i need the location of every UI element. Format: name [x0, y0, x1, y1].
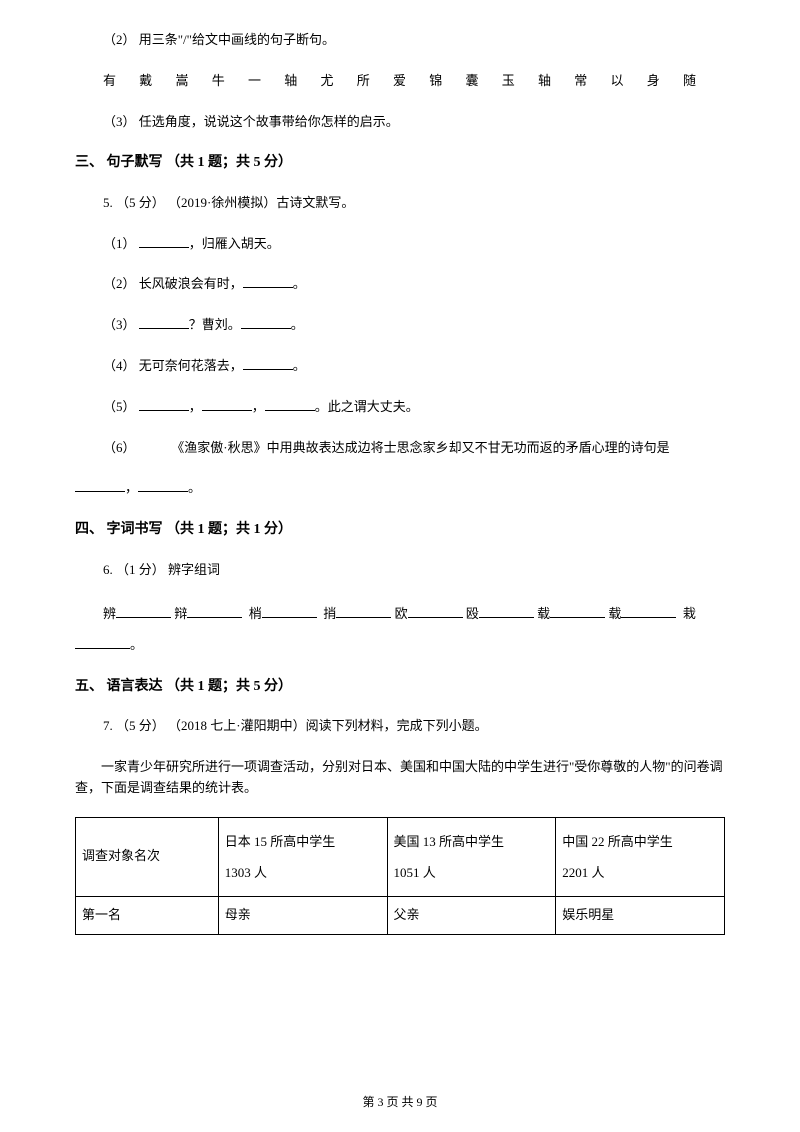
cell-usa: 美国 13 所高中学生 1051 人: [387, 817, 556, 896]
char-7: 载: [537, 606, 550, 621]
cell-value: 母亲: [218, 896, 387, 934]
q5-6-mid: ，: [125, 480, 138, 495]
cell-text: 美国 13 所高中学生: [394, 834, 505, 849]
char-row: 辨 辩 梢 捎 欧 殴 载 载 栽: [75, 600, 725, 629]
char-2: 辩: [174, 606, 187, 621]
char-4: 捎: [323, 606, 336, 621]
cell-text: 2201 人: [562, 865, 604, 880]
blank[interactable]: [241, 315, 291, 329]
blank[interactable]: [116, 604, 171, 618]
section3-title: 三、 句子默写 （共 1 题；共 5 分）: [75, 152, 725, 174]
q5-6-suffix: 。: [188, 480, 201, 495]
q5-2: （2） 长风破浪会有时， 。: [75, 274, 725, 295]
q5-6-cont: ，。: [75, 478, 725, 499]
char-8: 载: [608, 606, 621, 621]
q5-4-suffix: 。: [293, 358, 306, 373]
q5-3: （3） ？曹刘。 。: [75, 315, 725, 336]
blank[interactable]: [408, 604, 463, 618]
cell-value: 父亲: [387, 896, 556, 934]
q5-5-mid1: ，: [189, 399, 202, 414]
blank[interactable]: [243, 356, 293, 370]
char-suffix: 。: [130, 637, 143, 652]
q5-2-prefix: （2） 长风破浪会有时，: [103, 276, 243, 291]
q5-4: （4） 无可奈何花落去， 。: [75, 356, 725, 377]
q5-6-body: 《渔家傲·秋思》中用典故表达成边将士思念家乡却又不甘无功而返的矛盾心理的诗句是: [171, 440, 669, 455]
q5-5-mid2: ，: [252, 399, 265, 414]
q3-label: （3） 任选角度，说说这个故事带给你怎样的启示。: [75, 112, 725, 133]
q5-6: （6） 《渔家傲·秋思》中用典故表达成边将士思念家乡却又不甘无功而返的矛盾心理的…: [75, 438, 725, 459]
blank[interactable]: [243, 274, 293, 288]
cell-value: 娱乐明星: [556, 896, 725, 934]
char-9: 栽: [683, 606, 696, 621]
q5-3-prefix: （3）: [103, 317, 139, 332]
section5-paragraph: 一家青少年研究所进行一项调查活动，分别对日本、美国和中国大陆的中学生进行"受你尊…: [75, 757, 725, 799]
cell-header: 调查对象名次: [76, 817, 219, 896]
char-5: 欧: [395, 606, 408, 621]
q5-2-suffix: 。: [293, 276, 306, 291]
char-row-cont: 。: [75, 635, 725, 656]
q5-1-prefix: （1）: [103, 236, 139, 251]
q5-1-suffix: ，归雁入胡天。: [189, 236, 280, 251]
char-1: 辨: [103, 606, 116, 621]
table-row: 调查对象名次 日本 15 所高中学生 1303 人 美国 13 所高中学生 1051…: [76, 817, 725, 896]
page-footer: 第 3 页 共 9 页: [0, 1093, 800, 1112]
blank[interactable]: [202, 397, 252, 411]
blank[interactable]: [479, 604, 534, 618]
cell-rank: 第一名: [76, 896, 219, 934]
blank[interactable]: [621, 604, 676, 618]
blank[interactable]: [75, 635, 130, 649]
section5-lead: 7. （5 分） （2018 七上·灌阳期中）阅读下列材料，完成下列小题。: [75, 716, 725, 737]
table-row: 第一名 母亲 父亲 娱乐明星: [76, 896, 725, 934]
cell-text: 中国 22 所高中学生: [562, 834, 673, 849]
char-3: 梢: [249, 606, 262, 621]
blank[interactable]: [75, 478, 125, 492]
char-6: 殴: [466, 606, 479, 621]
section4-title: 四、 字词书写 （共 1 题；共 1 分）: [75, 519, 725, 541]
q5-5: （5） ， ， 。此之谓大丈夫。: [75, 397, 725, 418]
q5-3-mid: ？曹刘。: [189, 317, 241, 332]
q2-label: （2） 用三条"/"给文中画线的句子断句。: [75, 30, 725, 51]
q2-text: 有 戴 嵩 牛 一 轴 尤 所 爱 锦 囊 玉 轴 常 以 身 随: [75, 71, 725, 92]
survey-table: 调查对象名次 日本 15 所高中学生 1303 人 美国 13 所高中学生 1051…: [75, 817, 725, 935]
cell-text: 1051 人: [394, 865, 436, 880]
blank[interactable]: [138, 478, 188, 492]
section3-lead: 5. （5 分） （2019·徐州模拟）古诗文默写。: [75, 193, 725, 214]
q5-5-suffix: 。此之谓大丈夫。: [315, 399, 419, 414]
q5-6-prefix: （6）: [103, 440, 139, 455]
q5-4-prefix: （4） 无可奈何花落去，: [103, 358, 243, 373]
cell-china: 中国 22 所高中学生 2201 人: [556, 817, 725, 896]
cell-japan: 日本 15 所高中学生 1303 人: [218, 817, 387, 896]
blank[interactable]: [265, 397, 315, 411]
section4-lead: 6. （1 分） 辨字组词: [75, 560, 725, 581]
blank[interactable]: [139, 315, 189, 329]
blank[interactable]: [139, 234, 189, 248]
blank[interactable]: [262, 604, 317, 618]
blank[interactable]: [187, 604, 242, 618]
blank[interactable]: [550, 604, 605, 618]
q5-1: （1） ，归雁入胡天。: [75, 234, 725, 255]
blank[interactable]: [336, 604, 391, 618]
cell-text: 日本 15 所高中学生: [225, 834, 336, 849]
q5-3-suffix: 。: [291, 317, 304, 332]
q5-5-prefix: （5）: [103, 399, 139, 414]
blank[interactable]: [139, 397, 189, 411]
cell-text: 1303 人: [225, 865, 267, 880]
section5-title: 五、 语言表达 （共 1 题；共 5 分）: [75, 676, 725, 698]
